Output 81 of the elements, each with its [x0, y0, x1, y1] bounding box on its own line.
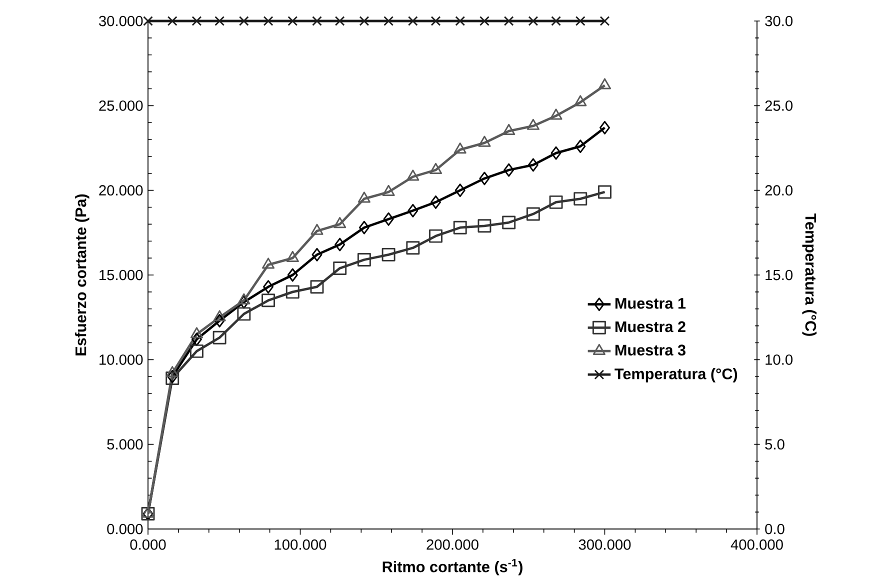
point — [575, 140, 586, 154]
x-tick-label: 200.000 — [426, 539, 478, 550]
y-tick-label: 5.000 — [107, 439, 143, 450]
y-tick-label: 15.000 — [100, 270, 143, 280]
point — [358, 220, 370, 234]
point — [213, 310, 226, 322]
legend-label: Temperatura (°C) — [614, 368, 738, 382]
y2-tick-label: 30.0 — [765, 16, 793, 26]
point — [237, 307, 251, 321]
point — [478, 136, 491, 147]
point — [310, 224, 324, 235]
point — [286, 285, 300, 299]
point — [454, 184, 466, 198]
point — [526, 118, 540, 130]
y2-tick-label: 0.0 — [765, 524, 784, 534]
point — [526, 207, 540, 221]
point — [190, 344, 204, 358]
y2-tick-label: 25.0 — [765, 100, 793, 111]
point — [549, 195, 563, 209]
point — [383, 212, 394, 226]
point — [262, 294, 276, 308]
x-tick-label: 0.000 — [130, 539, 166, 550]
y2-tick-label: 15.0 — [766, 270, 793, 280]
point — [598, 185, 612, 199]
point — [238, 295, 250, 309]
point — [238, 293, 250, 304]
legend-label: Muestra 3 — [615, 344, 686, 356]
x-tick-label: 100.000 — [274, 539, 326, 550]
y2-tick-label: 20.0 — [765, 185, 793, 196]
legend-label: Muestra 2 — [615, 321, 686, 332]
point — [382, 184, 395, 196]
point — [502, 216, 516, 230]
x-tick-label: 300.000 — [578, 539, 631, 550]
point — [478, 219, 492, 233]
x-tick-label: 400.000 — [730, 539, 783, 550]
point — [334, 217, 346, 228]
point — [528, 158, 538, 172]
point — [479, 172, 490, 186]
point — [262, 258, 275, 269]
point — [357, 253, 371, 266]
point — [454, 142, 466, 154]
y-tick-label: 30.000 — [98, 16, 143, 26]
point — [574, 192, 588, 206]
point — [212, 330, 226, 344]
point — [263, 280, 274, 294]
point — [190, 327, 203, 338]
point — [598, 78, 612, 90]
point — [166, 366, 179, 378]
point — [429, 162, 442, 174]
point — [574, 95, 587, 106]
point — [429, 229, 442, 243]
point — [453, 220, 467, 234]
point — [382, 248, 396, 262]
point — [333, 261, 347, 275]
point — [214, 314, 225, 328]
point — [550, 108, 562, 120]
y-tick-label: 10.000 — [100, 354, 143, 365]
point — [312, 248, 322, 262]
point — [408, 204, 418, 218]
point — [191, 332, 202, 346]
y-tick-label: 0.000 — [107, 524, 143, 534]
y2-tick-label: 5.0 — [765, 439, 784, 450]
point — [406, 241, 420, 255]
point — [600, 120, 610, 134]
point — [550, 146, 562, 160]
point — [406, 170, 420, 181]
point — [287, 268, 298, 282]
y-tick-label: 25.000 — [99, 100, 143, 111]
x-axis-title: Ritmo cortante (s$^{-1}$) — [382, 558, 522, 576]
point — [430, 195, 441, 209]
y2-tick-label: 10.0 — [766, 354, 793, 365]
point — [286, 250, 299, 262]
y2-axis-title: Temperatura (°C) — [802, 213, 817, 336]
y-axis-title: Esfuerzo cortante (Pa) — [74, 194, 90, 356]
point — [502, 124, 516, 135]
point — [334, 238, 346, 252]
point — [504, 163, 514, 177]
y-tick-label: 20.000 — [99, 185, 143, 196]
point — [310, 280, 324, 294]
point — [358, 192, 370, 203]
legend-label: Muestra 1 — [615, 298, 686, 309]
